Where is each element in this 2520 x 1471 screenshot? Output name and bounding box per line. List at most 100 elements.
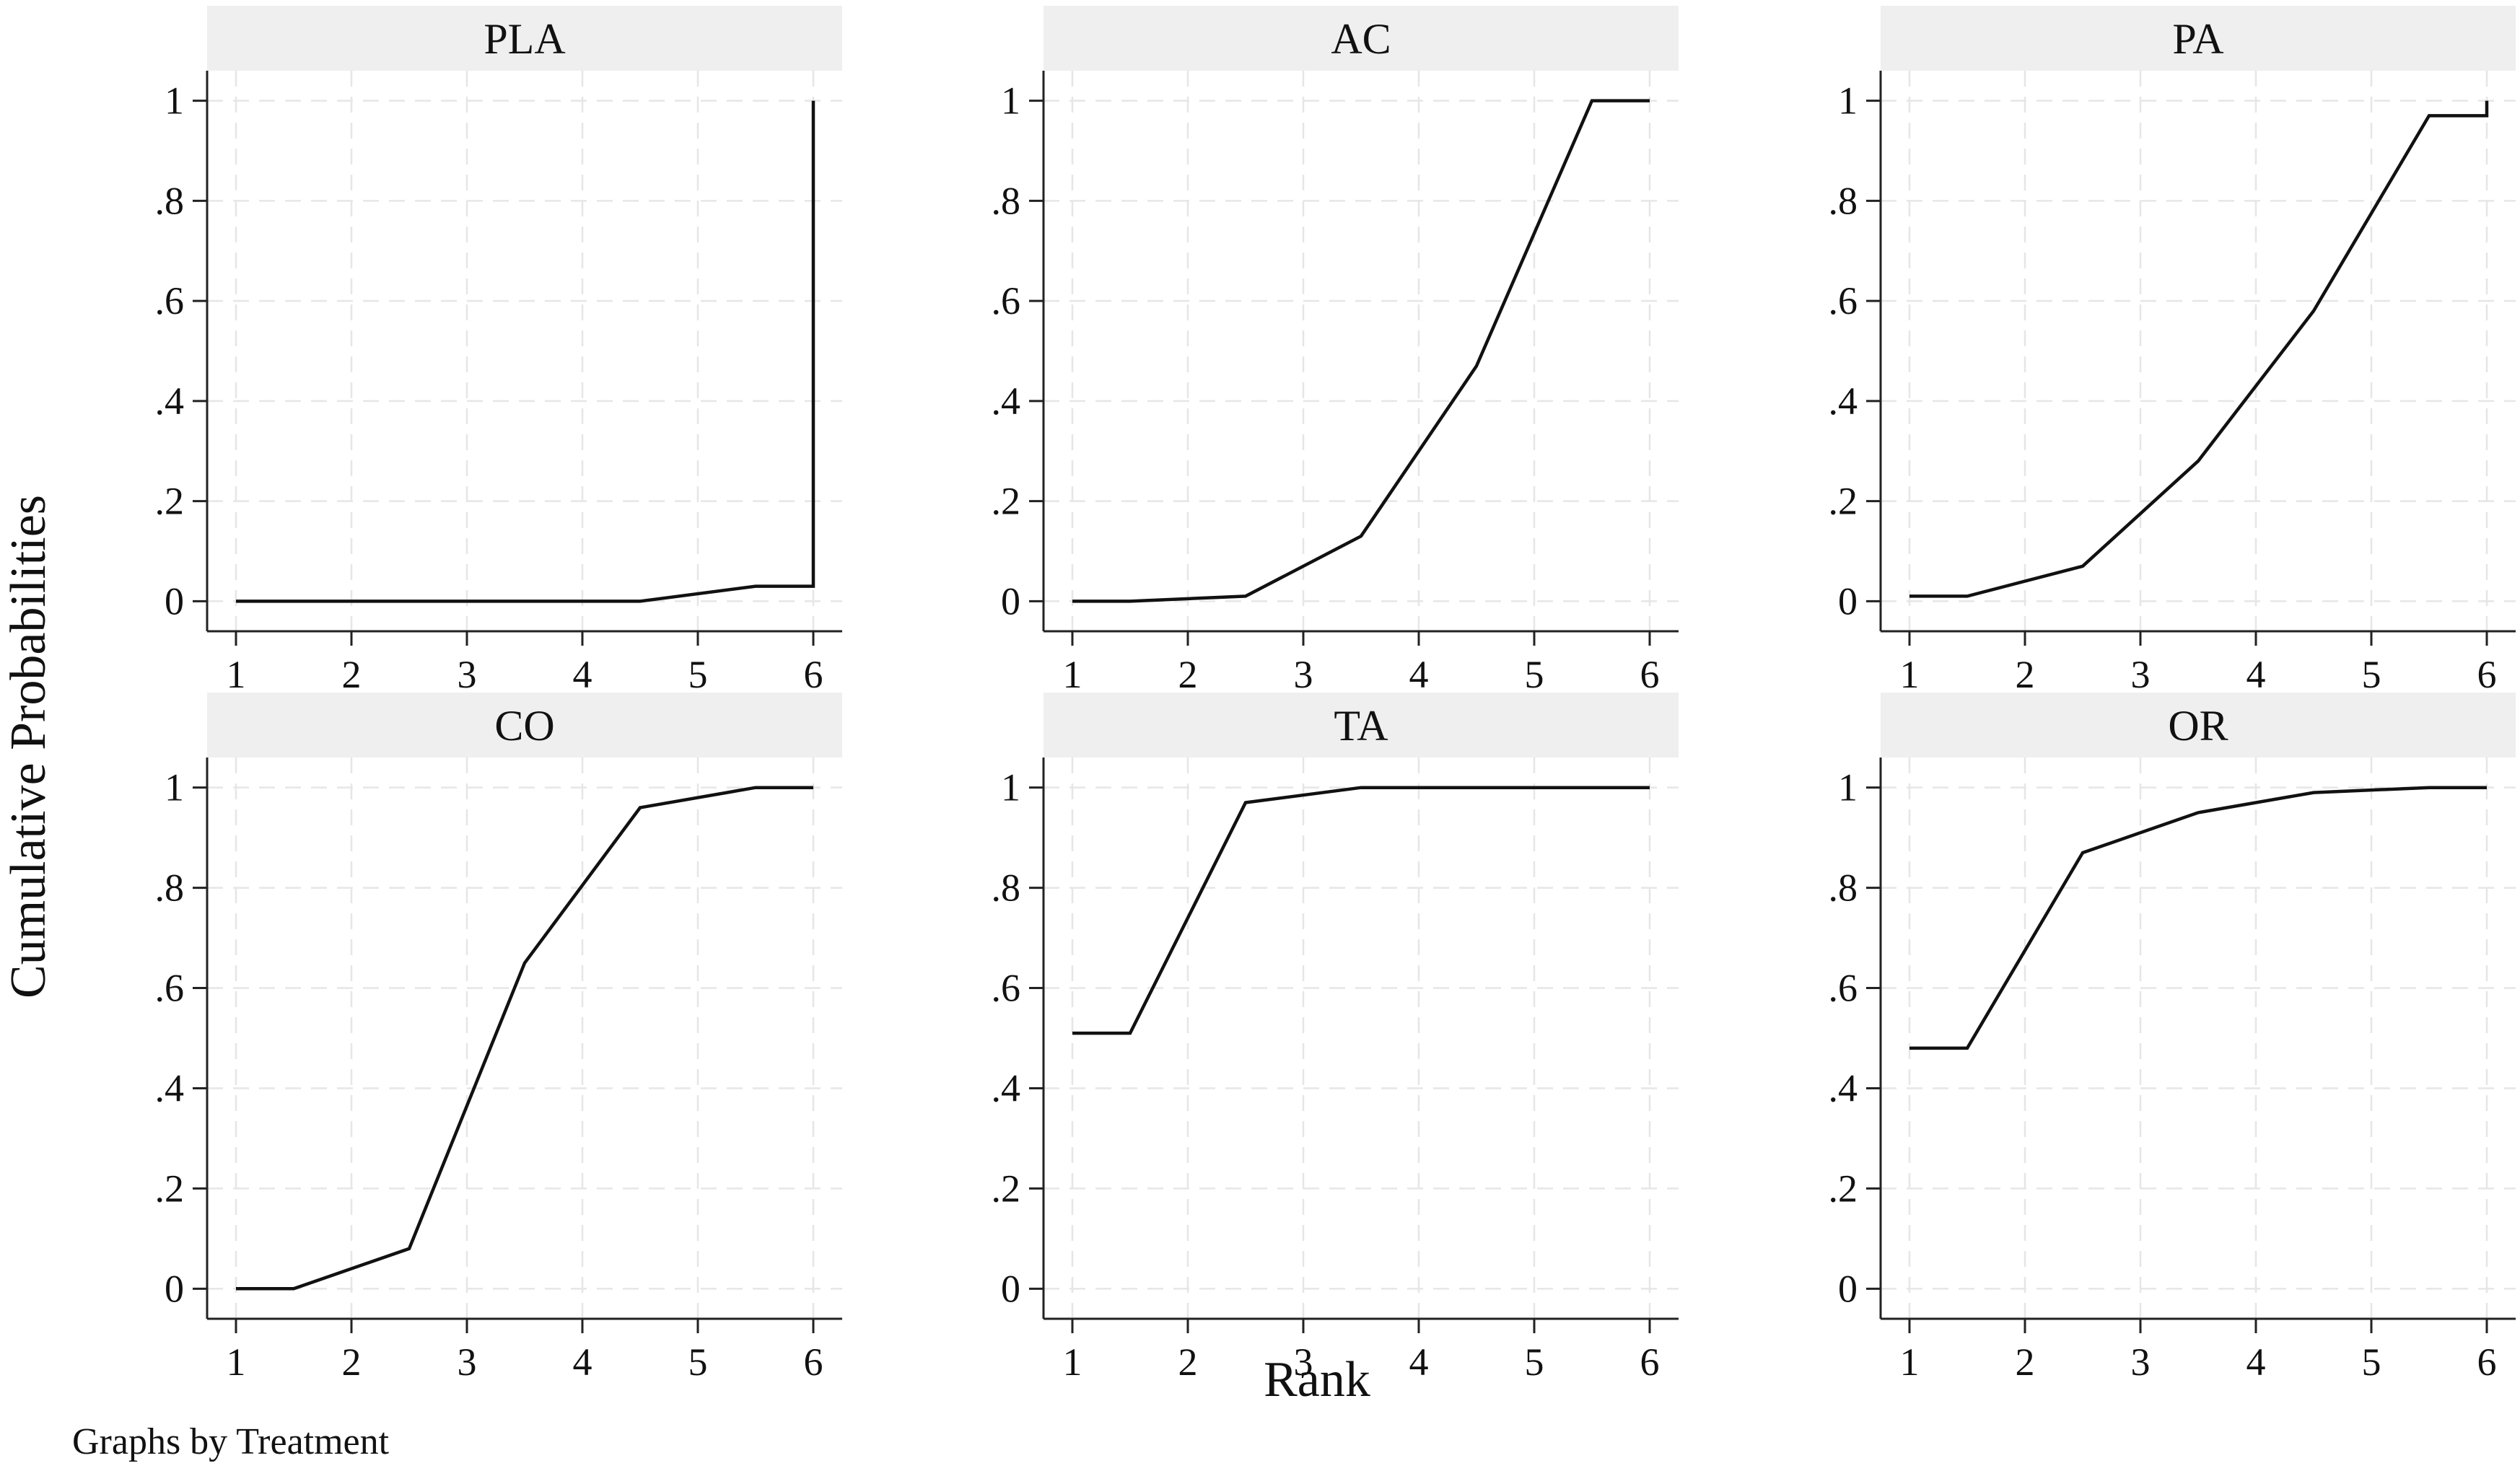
cumulative-probability-line bbox=[1072, 786, 1650, 1035]
x-tick-label: 5 bbox=[1525, 653, 1544, 696]
panel-title: PA bbox=[2172, 15, 2223, 63]
x-tick-label: 6 bbox=[2477, 1340, 2497, 1384]
panel-strip bbox=[1044, 693, 1679, 758]
graphs-by-note: Graphs by Treatment bbox=[72, 1421, 390, 1462]
y-tick-label: .4 bbox=[992, 1066, 1021, 1110]
x-tick-label: 3 bbox=[2131, 653, 2151, 696]
x-tick-label: 2 bbox=[1178, 653, 1198, 696]
y-tick-label: 0 bbox=[165, 1267, 184, 1310]
y-tick-label: .8 bbox=[1829, 179, 1858, 222]
x-tick-label: 2 bbox=[1178, 1340, 1198, 1384]
y-tick-label: 1 bbox=[1001, 766, 1020, 809]
x-tick-label: 6 bbox=[1640, 1340, 1660, 1384]
x-tick-label: 2 bbox=[342, 1340, 362, 1384]
x-tick-label: 4 bbox=[1409, 653, 1429, 696]
panel-co: CO 0 .2 .4 .6 .8 1 1 2 3 4 5 6 bbox=[155, 693, 842, 1384]
y-tick-label: .4 bbox=[155, 379, 185, 423]
y-tick-label: 1 bbox=[1838, 79, 1858, 123]
x-tick-label: 2 bbox=[2016, 653, 2035, 696]
cumulative-probability-line bbox=[1072, 99, 1650, 603]
panel-title: PLA bbox=[484, 15, 565, 63]
panel-title: TA bbox=[1334, 702, 1388, 750]
x-axis-title: Rank bbox=[1264, 1352, 1370, 1408]
x-tick-label: 5 bbox=[2362, 653, 2381, 696]
x-tick-label: 3 bbox=[1294, 653, 1313, 696]
y-tick-label: .4 bbox=[1829, 379, 1858, 423]
x-tick-label: 1 bbox=[227, 1340, 246, 1384]
panel-title: OR bbox=[2168, 702, 2228, 750]
y-tick-label: 0 bbox=[165, 579, 184, 623]
y-axis-title: Cumulative Probabilities bbox=[1, 495, 56, 998]
x-tick-label: 6 bbox=[804, 653, 823, 696]
panel-pla: PLA 0 .2 .4 .6 .8 1 1 2 3 4 5 6 bbox=[155, 6, 842, 696]
x-tick-label: 1 bbox=[1900, 1340, 1920, 1384]
x-tick-label: 1 bbox=[1900, 653, 1920, 696]
y-tick-label: .4 bbox=[1829, 1066, 1858, 1110]
panel-strip bbox=[207, 693, 842, 758]
panel-ac: AC 0 .2 .4 .6 .8 1 1 2 3 4 5 6 bbox=[992, 6, 1679, 696]
x-tick-label: 6 bbox=[1640, 653, 1660, 696]
x-tick-label: 1 bbox=[227, 653, 246, 696]
panel-strip bbox=[1881, 6, 2516, 71]
panel-ta: TA 0 .2 .4 .6 .8 1 1 2 3 4 5 6 bbox=[992, 693, 1679, 1384]
y-tick-label: .2 bbox=[155, 1167, 185, 1210]
x-tick-label: 4 bbox=[2246, 653, 2266, 696]
x-tick-label: 3 bbox=[1294, 1340, 1313, 1384]
panel-strip bbox=[207, 6, 842, 71]
y-tick-label: .6 bbox=[1829, 279, 1858, 322]
y-tick-label: .6 bbox=[155, 279, 185, 322]
y-tick-label: 0 bbox=[1001, 1267, 1020, 1310]
cumulative-probability-line bbox=[236, 786, 813, 1291]
cumulative-probability-line bbox=[1909, 786, 2487, 1050]
panel-pa: PA 0 .2 .4 .6 .8 1 1 2 3 4 5 6 bbox=[1829, 6, 2516, 696]
panel-title: AC bbox=[1331, 15, 1391, 63]
y-tick-label: .8 bbox=[155, 866, 185, 910]
x-tick-label: 5 bbox=[1525, 1340, 1544, 1384]
x-tick-label: 3 bbox=[458, 1340, 477, 1384]
x-tick-label: 3 bbox=[458, 653, 477, 696]
y-tick-label: .2 bbox=[1829, 480, 1858, 523]
y-tick-label: .8 bbox=[155, 179, 185, 222]
x-tick-label: 5 bbox=[688, 653, 708, 696]
panel-strip bbox=[1044, 6, 1679, 71]
cumulative-probability-line bbox=[236, 100, 815, 603]
y-tick-label: 1 bbox=[165, 79, 184, 123]
cumulative-probability-line bbox=[1909, 100, 2489, 598]
y-tick-label: .6 bbox=[992, 279, 1021, 322]
y-tick-label: 1 bbox=[1838, 766, 1858, 809]
y-tick-label: .4 bbox=[155, 1066, 185, 1110]
x-tick-label: 6 bbox=[2477, 653, 2497, 696]
x-tick-label: 2 bbox=[2016, 1340, 2035, 1384]
y-tick-label: .2 bbox=[992, 1167, 1021, 1210]
panel-grid: PLA 0 .2 .4 .6 .8 1 1 2 3 4 5 6 AC 0 .2 .4 .6 .8 1 1 2 3 4 5 6 PA 0… bbox=[155, 6, 2516, 1384]
x-tick-label: 5 bbox=[688, 1340, 708, 1384]
y-tick-label: 1 bbox=[165, 766, 184, 809]
y-tick-label: .6 bbox=[992, 967, 1021, 1010]
y-tick-label: .6 bbox=[1829, 967, 1858, 1010]
panel-or: OR 0 .2 .4 .6 .8 1 1 2 3 4 5 6 bbox=[1829, 693, 2516, 1384]
y-tick-label: 0 bbox=[1001, 579, 1020, 623]
y-tick-label: .6 bbox=[155, 967, 185, 1010]
y-tick-label: .2 bbox=[155, 480, 185, 523]
x-tick-label: 3 bbox=[2131, 1340, 2151, 1384]
y-tick-label: 0 bbox=[1838, 1267, 1858, 1310]
x-tick-label: 4 bbox=[573, 1340, 592, 1384]
y-tick-label: 0 bbox=[1838, 579, 1858, 623]
panel-title: CO bbox=[494, 702, 554, 750]
y-tick-label: .2 bbox=[1829, 1167, 1858, 1210]
y-tick-label: .8 bbox=[1829, 866, 1858, 910]
x-tick-label: 4 bbox=[573, 653, 592, 696]
x-tick-label: 5 bbox=[2362, 1340, 2381, 1384]
x-tick-label: 4 bbox=[2246, 1340, 2266, 1384]
x-tick-label: 4 bbox=[1409, 1340, 1429, 1384]
y-tick-label: 1 bbox=[1001, 79, 1020, 123]
x-tick-label: 6 bbox=[804, 1340, 823, 1384]
panel-strip bbox=[1881, 693, 2516, 758]
y-tick-label: .8 bbox=[992, 179, 1021, 222]
y-tick-label: .8 bbox=[992, 866, 1021, 910]
y-tick-label: .4 bbox=[992, 379, 1021, 423]
x-tick-label: 1 bbox=[1063, 653, 1082, 696]
x-tick-label: 2 bbox=[342, 653, 362, 696]
y-tick-label: .2 bbox=[992, 480, 1021, 523]
